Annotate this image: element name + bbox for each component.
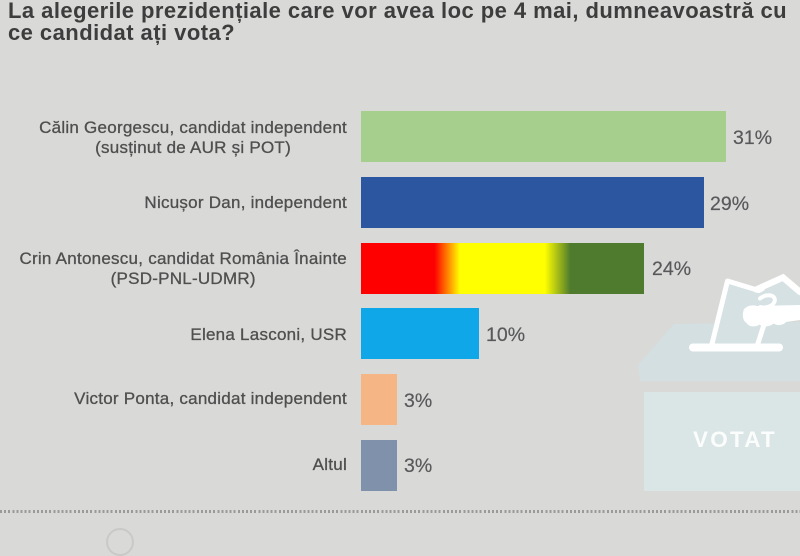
svg-text:VOTAT: VOTAT xyxy=(693,427,777,452)
